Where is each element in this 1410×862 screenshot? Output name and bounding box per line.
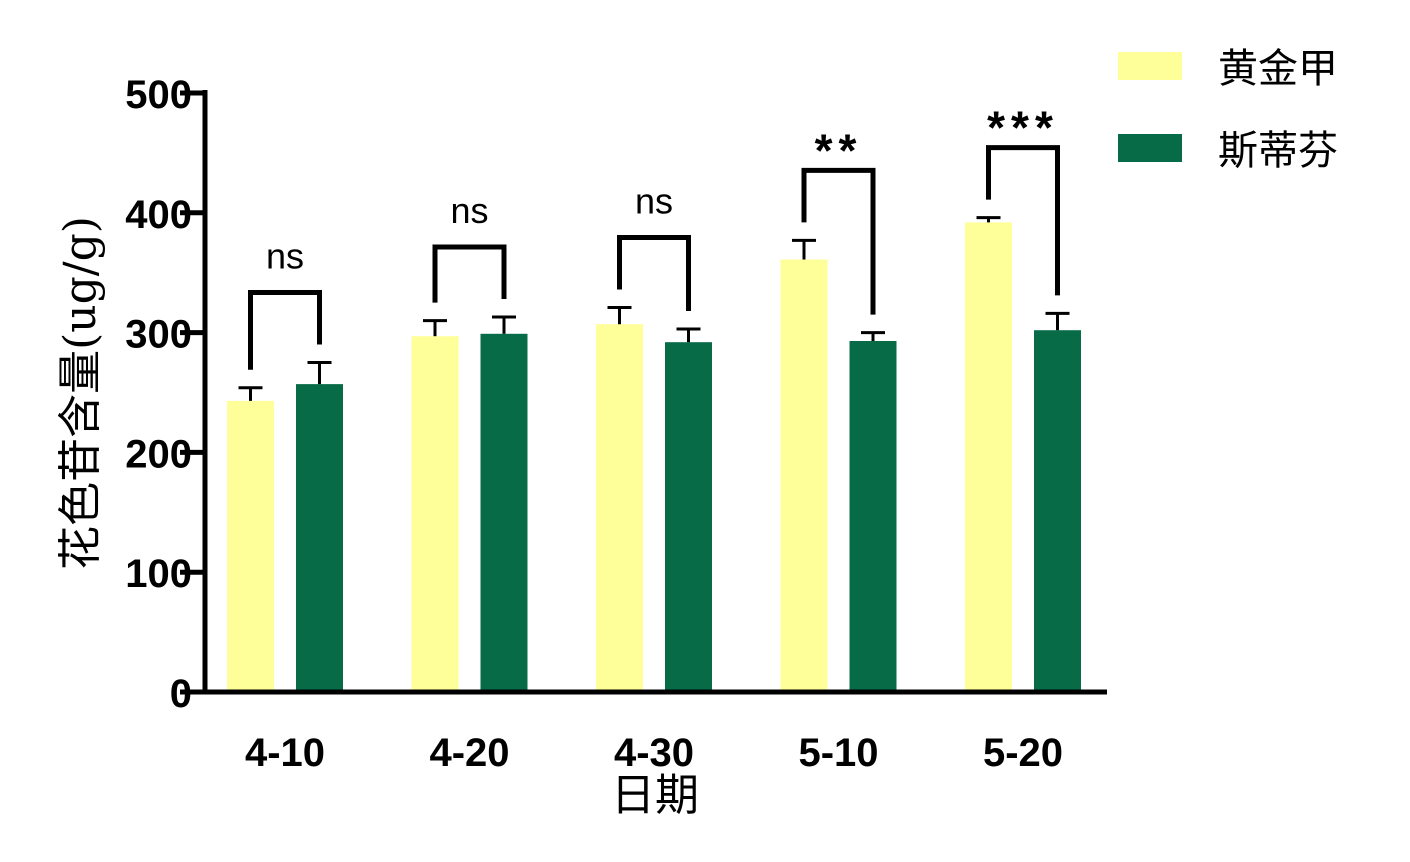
- significance-label-4-30: ns: [635, 180, 673, 221]
- x-tick-label-4-30: 4-30: [614, 731, 694, 775]
- legend-label-1: 斯蒂芬: [1218, 128, 1338, 174]
- x-axis-title: 日期: [611, 770, 699, 821]
- significance-bracket-4-10: [248, 290, 322, 370]
- x-tick-label-5-10: 5-10: [798, 731, 878, 775]
- significance-bracket-4-30: [617, 234, 691, 312]
- error-bars-layer: [238, 216, 1070, 401]
- legend-label-0: 黄金甲: [1218, 46, 1338, 92]
- y-ticks-layer: 0 100 200 300 400 500: [125, 73, 205, 716]
- bar-0-4-20: [411, 336, 459, 692]
- legend-swatch-1: [1118, 134, 1182, 162]
- significance-label-5-20: ***: [987, 102, 1059, 154]
- significance-bracket-5-10: [801, 167, 876, 315]
- bar-1-4-30: [665, 342, 712, 692]
- y-tick-label-500: 500: [125, 73, 192, 117]
- significance-bracket-5-20: [986, 145, 1060, 296]
- significance-label-4-10: ns: [266, 236, 304, 277]
- bar-1-5-10: [849, 340, 897, 692]
- significance-bracket-4-20: [432, 244, 507, 303]
- bar-1-4-10: [296, 384, 343, 692]
- x-tick-label-4-10: 4-10: [245, 731, 325, 775]
- y-axis-title: 花色苷含量(ug/g): [55, 216, 106, 570]
- significance-label-4-20: ns: [450, 190, 488, 231]
- legend-swatch-0: [1118, 52, 1182, 80]
- significance-label-5-10: **: [815, 124, 863, 176]
- x-tick-label-4-20: 4-20: [429, 731, 509, 775]
- y-tick-label-200: 200: [125, 432, 192, 476]
- bar-1-5-20: [1034, 330, 1081, 692]
- x-tick-label-5-20: 5-20: [983, 731, 1063, 775]
- bar-1-4-20: [480, 333, 528, 692]
- y-tick-label-0: 0: [170, 672, 192, 716]
- bar-0-5-10: [780, 259, 828, 692]
- axes-layer: [202, 90, 1107, 695]
- x-labels-layer: 4-10 4-20 4-30 5-10 5-20: [245, 731, 1063, 775]
- bars-layer: [227, 222, 1081, 692]
- y-tick-label-100: 100: [125, 552, 192, 596]
- bar-0-5-20: [965, 222, 1012, 692]
- y-tick-label-400: 400: [125, 193, 192, 237]
- bar-0-4-10: [227, 400, 274, 692]
- y-tick-label-300: 300: [125, 313, 192, 357]
- bar-0-4-30: [596, 324, 643, 692]
